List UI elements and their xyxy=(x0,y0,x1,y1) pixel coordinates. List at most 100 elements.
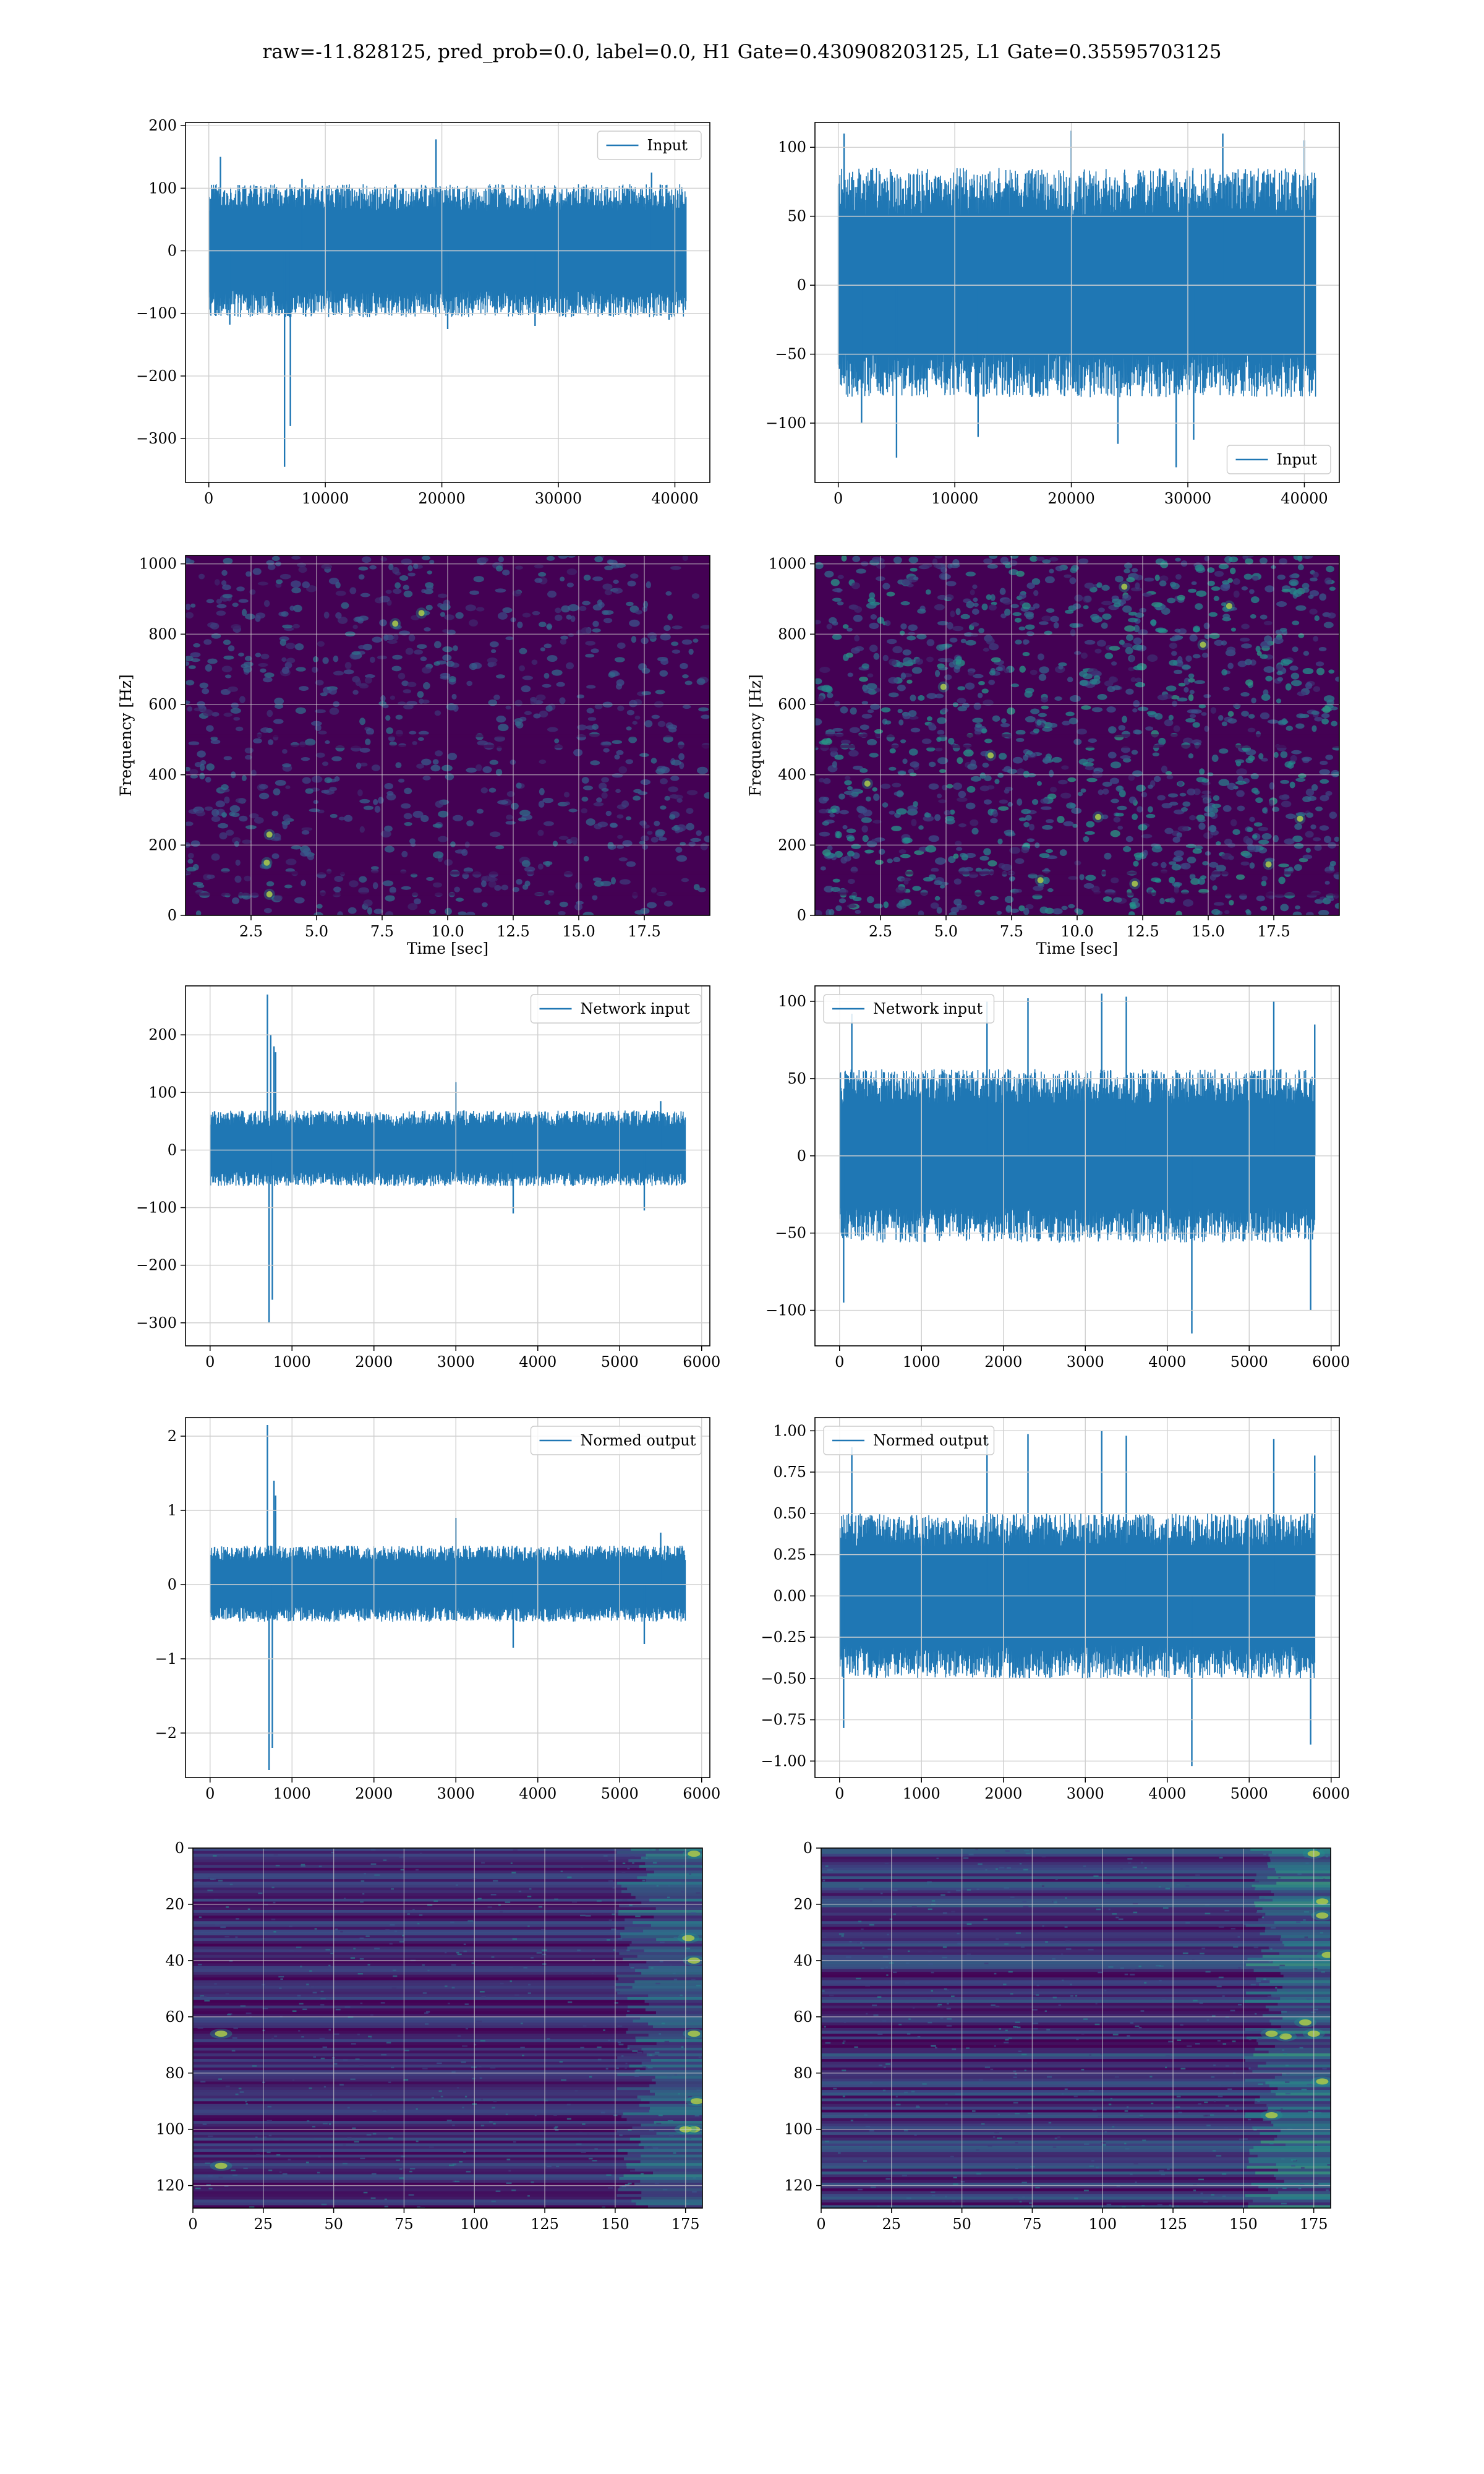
l1-spectrogram-cell xyxy=(897,684,906,691)
l1-spectrogram-cell xyxy=(973,597,978,602)
l1-spectrogram-cell xyxy=(989,643,999,651)
h1-feature-map-cell xyxy=(318,1865,322,1867)
l1-spectrogram-hotspot-halo xyxy=(1129,878,1141,889)
h1-feature-map-row xyxy=(193,2056,702,2060)
h1-spectrogram-cell xyxy=(420,815,429,823)
h1-feature-map-cell xyxy=(309,1970,312,1972)
h1-feature-map-cell xyxy=(625,2062,628,2065)
l1-feature-map-cell xyxy=(1034,2062,1037,2064)
l1-spectrogram-cell xyxy=(1025,815,1032,821)
h1-feature-map-row-tail xyxy=(616,2129,702,2133)
l1-feature-map-row-tail xyxy=(1248,2067,1331,2071)
l1-spectrogram-cell xyxy=(926,639,935,646)
h1-feature-map-cell xyxy=(527,1992,532,1994)
l1-feature-map-cell xyxy=(1047,2076,1052,2078)
l1-feature-map-cell xyxy=(1158,1886,1161,1888)
l1-spectrogram-cell xyxy=(1052,756,1062,763)
l1-feature-map-row xyxy=(821,1854,1331,1857)
h1-spectrogram-cell xyxy=(617,705,625,711)
l1-spectrogram-cell xyxy=(1318,910,1329,915)
h1-feature-map-row-tail xyxy=(624,2157,702,2161)
l1-feature-map-row-tail xyxy=(1268,1854,1331,1857)
h1-feature-map-cell xyxy=(268,2134,272,2137)
l1-spectrogram-cell xyxy=(1042,727,1053,732)
h1-spectrogram-cell xyxy=(416,763,424,769)
h1-feature-map-cell xyxy=(596,1900,602,1902)
h1-spectrogram-cell xyxy=(403,704,414,709)
h1-feature-map-cell xyxy=(364,1873,367,1875)
h1-spectrogram-cell xyxy=(320,692,328,696)
h1-feature-map-cell xyxy=(495,2190,501,2192)
l1-spectrogram-cell xyxy=(1314,615,1320,622)
l1-spectrogram-cell xyxy=(1033,603,1040,609)
l1-spectrogram-cell xyxy=(1193,627,1200,633)
h1-feature-map-cell xyxy=(554,1898,558,1901)
l1-spectrogram-cell xyxy=(1102,781,1112,787)
h1-feature-map-cell xyxy=(245,2103,248,2105)
h1-feature-map-cell xyxy=(400,1868,404,1871)
l1-spectrogram-cell xyxy=(1083,605,1089,610)
l1-spectrogram-cell xyxy=(815,678,822,685)
h1-spectrogram-cell xyxy=(475,607,485,612)
h1-spectrogram-cell xyxy=(206,725,214,732)
l1-normed-output-ytick-label: −1.00 xyxy=(761,1752,806,1770)
h1-spectrogram-cell xyxy=(417,737,424,742)
h1-feature-map-cell xyxy=(215,1924,220,1926)
h1-spectrogram-cell xyxy=(401,680,409,687)
l1-feature-map-row xyxy=(821,1980,1331,1984)
h1-feature-map-row-tail xyxy=(654,1915,702,1919)
l1-feature-map-cell xyxy=(886,1974,889,1976)
h1-spectrogram-cell xyxy=(250,769,257,776)
h1-spectrogram-cell xyxy=(626,861,636,867)
h1-spectrogram-cell xyxy=(505,821,516,825)
h1-feature-map-cell xyxy=(511,1872,516,1873)
h1-spectrogram-cell xyxy=(626,726,632,730)
l1-spectrogram-cell xyxy=(1128,911,1135,915)
h1-spectrogram-cell xyxy=(338,616,348,624)
h1-feature-map-row xyxy=(193,2138,702,2141)
h1-feature-map-cell xyxy=(696,1892,701,1894)
l1-feature-map-cell xyxy=(1073,2095,1078,2098)
h1-spectrogram-cell xyxy=(252,568,262,575)
l1-feature-map-cell xyxy=(945,2103,948,2105)
l1-spectrogram-hotspot-halo xyxy=(1197,639,1209,651)
h1-spectrogram-cell xyxy=(560,635,568,640)
l1-feature-map-cell xyxy=(1120,1967,1124,1969)
h1-feature-map-cell xyxy=(677,2125,683,2128)
h1-spectrogram-cell xyxy=(386,790,394,796)
h1-feature-map-cell xyxy=(357,2034,360,2035)
l1-normed-output-xtick-label: 2000 xyxy=(984,1785,1022,1802)
h1-feature-map-cell xyxy=(693,2177,696,2179)
l1-feature-map-cell xyxy=(914,2134,917,2136)
h1-spectrogram-cell xyxy=(195,810,206,816)
h1-spectrogram-cell xyxy=(684,680,693,685)
l1-spectrogram-cell xyxy=(1208,824,1217,833)
l1-spectrogram-cell xyxy=(1183,687,1189,693)
l1-feature-map-row-tail xyxy=(1277,2003,1331,2006)
l1-spectrogram-cell xyxy=(908,556,919,563)
l1-feature-map-cell xyxy=(1224,1909,1230,1912)
h1-feature-map-row xyxy=(193,2067,702,2071)
l1-feature-map-cell xyxy=(1263,1853,1266,1856)
h1-spectrogram-cell xyxy=(469,619,478,627)
h1-feature-map-cell xyxy=(416,1868,419,1871)
l1-spectrogram-xtick-label: 15.0 xyxy=(1192,923,1224,940)
l1-feature-map-cell xyxy=(877,2205,880,2207)
h1-feature-map-row-tail xyxy=(633,1921,702,1925)
l1-spectrogram-cell xyxy=(868,597,876,604)
l1-spectrogram-cell xyxy=(996,666,1003,672)
l1-feature-map-cell xyxy=(1141,1862,1143,1864)
l1-spectrogram-cell xyxy=(973,674,984,678)
h1-feature-map-row xyxy=(193,2014,702,2018)
l1-spectrogram-cell xyxy=(968,670,974,676)
l1-spectrogram-cell xyxy=(910,727,921,733)
h1-spectrogram-cell xyxy=(309,808,320,813)
h1-spectrogram-cell xyxy=(495,769,503,776)
l1-feature-map-cell xyxy=(1130,1969,1135,1971)
h1-feature-map-row-tail xyxy=(631,1893,702,1896)
l1-spectrogram-cell xyxy=(1228,556,1239,563)
h1-spectrogram-cell xyxy=(596,797,602,803)
l1-spectrogram-cell xyxy=(934,814,941,821)
l1-feature-map-row-tail xyxy=(1268,1946,1331,1950)
h1-feature-map-cell xyxy=(317,2172,320,2174)
